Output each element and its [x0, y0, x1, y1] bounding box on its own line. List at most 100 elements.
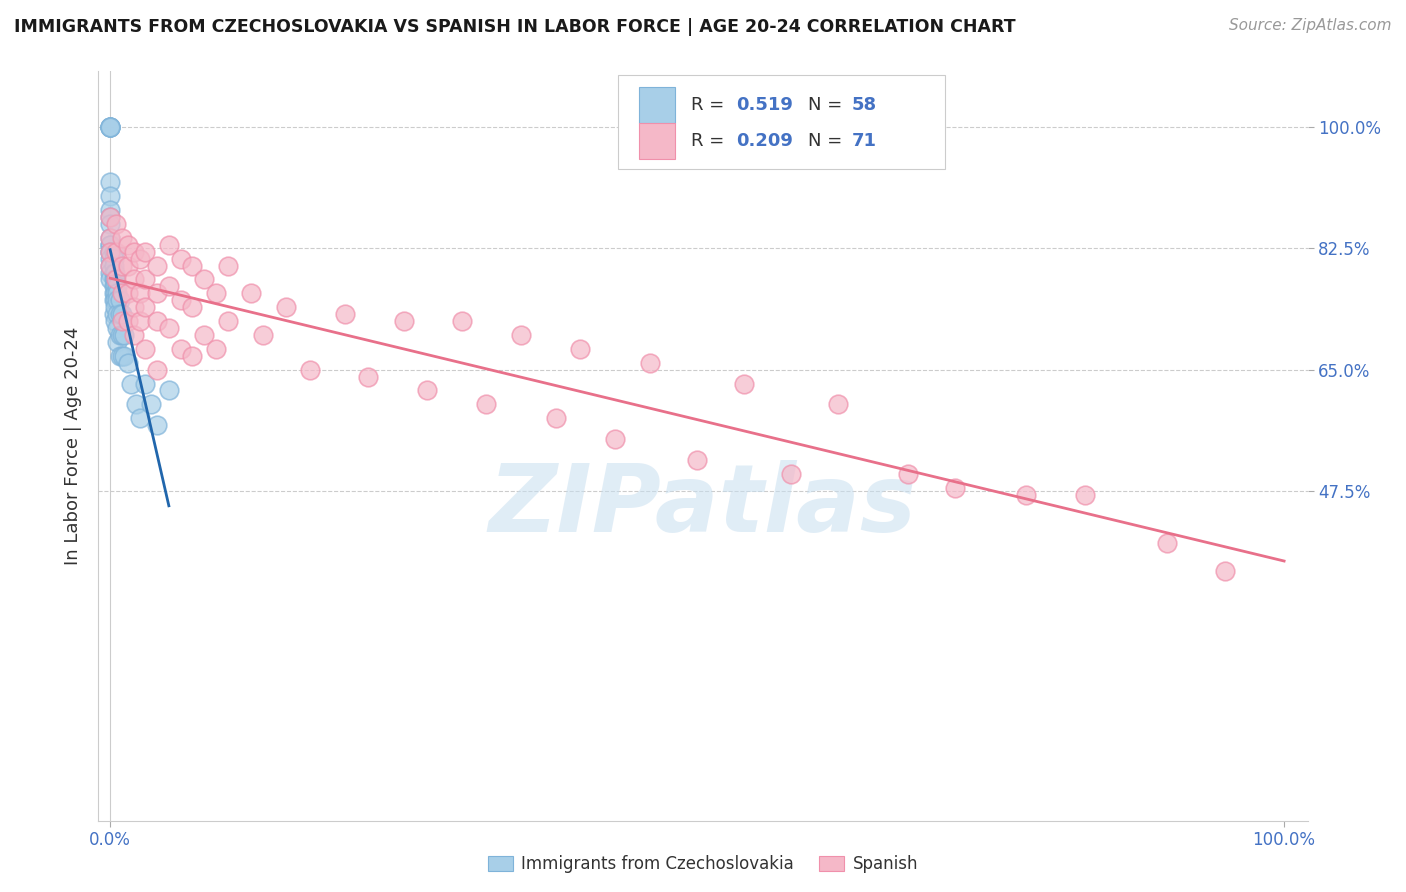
Point [98, 244, 121, 259]
Point [98, 210, 121, 224]
Point [117, 314, 139, 328]
Point [98, 120, 121, 134]
Point [157, 279, 180, 293]
Text: N =: N = [808, 96, 848, 114]
Point [475, 397, 498, 411]
Point [122, 328, 145, 343]
Point [103, 272, 125, 286]
Point [122, 272, 145, 286]
Point [1015, 487, 1038, 501]
Point [392, 314, 415, 328]
Point [105, 217, 128, 231]
Point [1215, 564, 1237, 578]
Point [105, 293, 128, 308]
Point [298, 362, 321, 376]
Point [945, 481, 967, 495]
Point [98, 217, 121, 231]
Point [103, 244, 125, 259]
Point [568, 342, 591, 356]
Point [117, 356, 139, 370]
Point [134, 300, 156, 314]
Point [141, 397, 163, 411]
Point [105, 272, 128, 286]
Point [104, 272, 127, 286]
Point [193, 328, 215, 343]
Text: N =: N = [808, 132, 848, 150]
Point [98, 210, 121, 224]
Point [98, 175, 121, 189]
Point [122, 244, 145, 259]
Point [780, 467, 803, 481]
Point [169, 342, 191, 356]
Point [1073, 487, 1095, 501]
Point [111, 231, 134, 245]
Point [98, 244, 121, 259]
Point [112, 349, 135, 363]
Point [111, 286, 134, 301]
Point [103, 252, 125, 266]
Point [111, 349, 134, 363]
Point [98, 203, 121, 218]
Point [104, 286, 127, 301]
Point [357, 369, 380, 384]
Text: R =: R = [690, 96, 730, 114]
Point [204, 286, 226, 301]
Point [108, 293, 131, 308]
Point [546, 411, 568, 425]
Point [169, 252, 191, 266]
Point [181, 259, 204, 273]
Point [157, 384, 180, 398]
Point [105, 279, 128, 293]
Point [333, 307, 356, 321]
Point [134, 272, 156, 286]
Point [146, 362, 169, 376]
Point [105, 321, 128, 335]
Point [217, 314, 239, 328]
Point [134, 376, 156, 391]
Text: 0.209: 0.209 [735, 132, 793, 150]
Point [146, 314, 169, 328]
Point [103, 266, 125, 280]
Point [686, 453, 709, 467]
Point [603, 432, 626, 446]
Y-axis label: In Labor Force | Age 20-24: In Labor Force | Age 20-24 [65, 326, 83, 566]
Point [98, 120, 121, 134]
Text: IMMIGRANTS FROM CZECHOSLOVAKIA VS SPANISH IN LABOR FORCE | AGE 20-24 CORRELATION: IMMIGRANTS FROM CZECHOSLOVAKIA VS SPANIS… [14, 18, 1015, 36]
Point [98, 259, 121, 273]
Point [1156, 536, 1178, 550]
Text: R =: R = [690, 132, 730, 150]
Point [181, 349, 204, 363]
Point [827, 397, 849, 411]
Point [98, 231, 121, 245]
Text: Source: ZipAtlas.com: Source: ZipAtlas.com [1229, 18, 1392, 33]
Point [103, 286, 125, 301]
Point [128, 286, 150, 301]
Point [108, 307, 131, 321]
Point [98, 266, 121, 280]
Point [510, 328, 533, 343]
Point [157, 321, 180, 335]
Text: 58: 58 [852, 96, 877, 114]
Point [122, 300, 145, 314]
Point [103, 293, 125, 308]
Point [193, 272, 215, 286]
Point [98, 120, 121, 134]
Point [125, 397, 148, 411]
FancyBboxPatch shape [619, 75, 945, 169]
Point [181, 300, 204, 314]
Point [98, 259, 121, 273]
Legend: Immigrants from Czechoslovakia, Spanish: Immigrants from Czechoslovakia, Spanish [481, 848, 925, 880]
Point [217, 259, 239, 273]
Point [98, 237, 121, 252]
Point [98, 237, 121, 252]
FancyBboxPatch shape [638, 87, 675, 123]
Point [240, 286, 263, 301]
Point [104, 279, 127, 293]
FancyBboxPatch shape [638, 123, 675, 159]
Point [897, 467, 920, 481]
Point [103, 307, 125, 321]
Point [146, 259, 169, 273]
Point [108, 349, 131, 363]
Point [128, 411, 150, 425]
Point [111, 259, 134, 273]
